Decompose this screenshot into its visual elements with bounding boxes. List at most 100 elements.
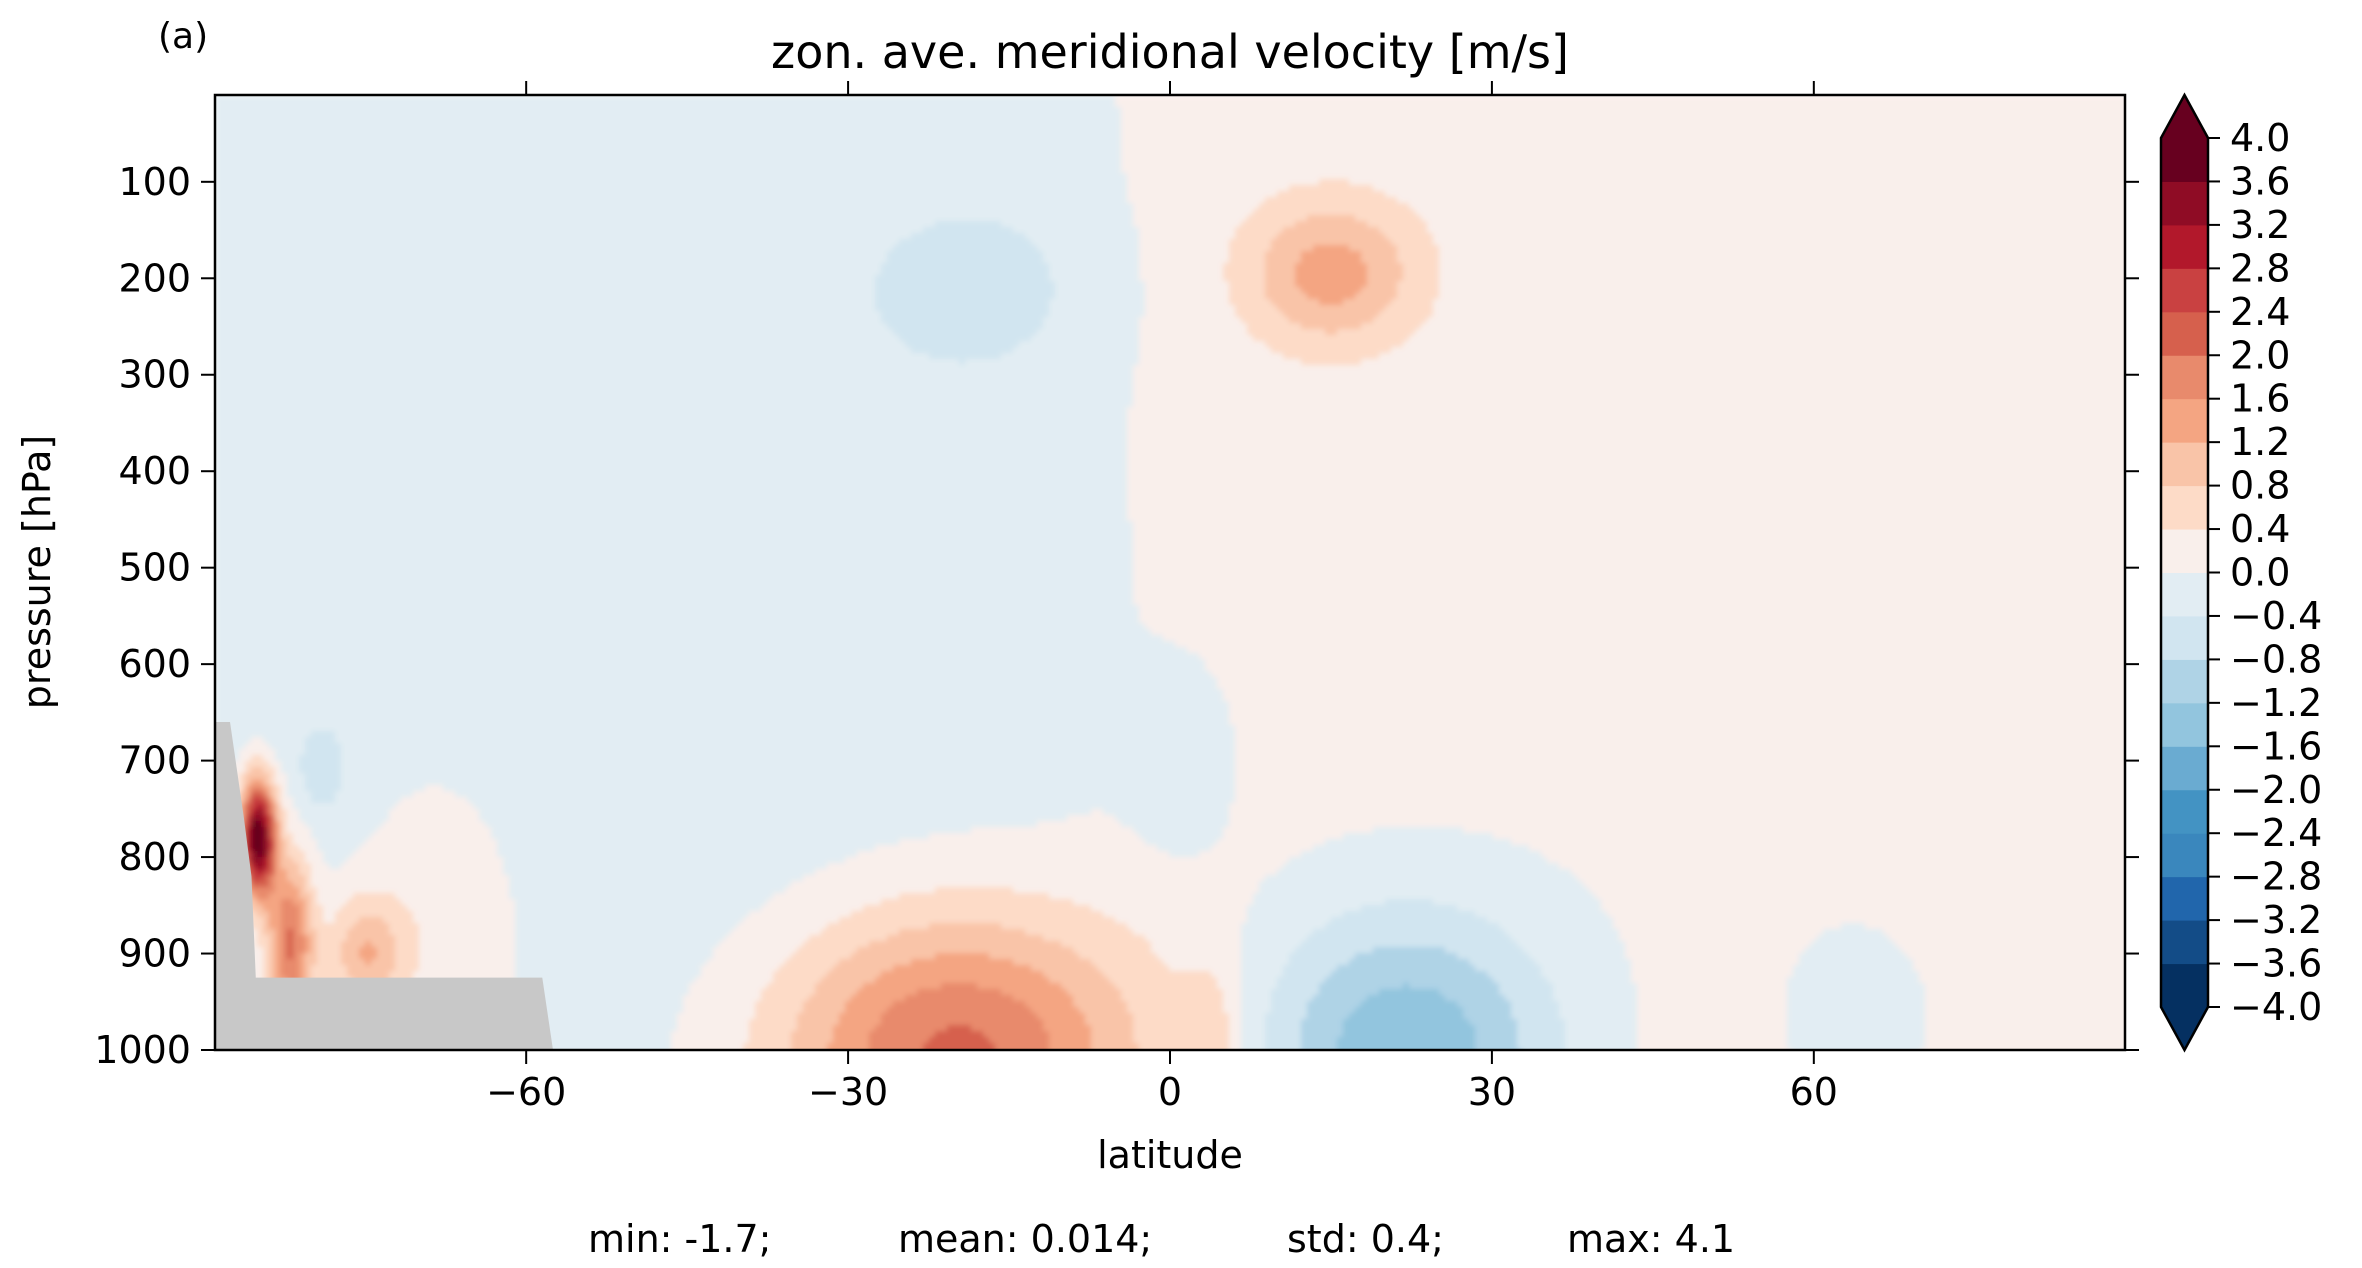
field-cell: [869, 107, 876, 114]
field-cell: [755, 113, 762, 120]
field-cell: [317, 101, 324, 108]
field-cell: [767, 113, 774, 120]
field-cell: [1841, 107, 1848, 114]
field-cell: [1859, 101, 1866, 108]
field-cell: [1829, 107, 1836, 114]
field-cell: [1583, 107, 1590, 114]
field-cell: [245, 107, 252, 114]
field-cell: [1109, 119, 1116, 126]
field-cell: [275, 113, 282, 120]
field-cell: [1163, 101, 1170, 108]
field-cell: [1313, 113, 1320, 120]
field-cell: [1691, 101, 1698, 108]
field-cell: [659, 101, 666, 108]
field-cell: [2111, 107, 2118, 114]
field-cell: [1499, 125, 1506, 132]
chart-svg: (a) zon. ave. meridional velocity [m/s] …: [0, 0, 2362, 1263]
field-cell: [1685, 113, 1692, 120]
field-cell: [1649, 113, 1656, 120]
field-cell: [563, 113, 570, 120]
field-cell: [1559, 107, 1566, 114]
field-cell: [515, 101, 522, 108]
field-cell: [1433, 113, 1440, 120]
field-cell: [1535, 101, 1542, 108]
field-cell: [431, 119, 438, 126]
field-cell: [383, 131, 390, 138]
field-cell: [473, 113, 480, 120]
field-cell: [833, 101, 840, 108]
field-cell: [419, 119, 426, 126]
field-cell: [335, 131, 342, 138]
field-cell: [599, 119, 606, 126]
field-cell: [875, 113, 882, 120]
field-cell: [1049, 113, 1056, 120]
field-cell: [1097, 131, 1104, 138]
field-cell: [1583, 119, 1590, 126]
field-cell: [1055, 125, 1062, 132]
field-cell: [389, 119, 396, 126]
field-cell: [1085, 119, 1092, 126]
field-cell: [731, 107, 738, 114]
field-cell: [1115, 119, 1122, 126]
field-cell: [1157, 101, 1164, 108]
field-cell: [485, 131, 492, 138]
field-cell: [827, 125, 834, 132]
field-cell: [1451, 113, 1458, 120]
field-cell: [1055, 101, 1062, 108]
field-cell: [1385, 119, 1392, 126]
field-cell: [863, 113, 870, 120]
field-cell: [1235, 101, 1242, 108]
field-cell: [1001, 113, 1008, 120]
field-cell: [1295, 125, 1302, 132]
field-cell: [857, 125, 864, 132]
field-cell: [617, 125, 624, 132]
field-cell: [1847, 125, 1854, 132]
field-cell: [833, 125, 840, 132]
field-cell: [1241, 113, 1248, 120]
field-cell: [593, 119, 600, 126]
field-cell: [1931, 107, 1938, 114]
field-cell: [989, 125, 996, 132]
field-cell: [1427, 113, 1434, 120]
field-cell: [719, 107, 726, 114]
field-cell: [311, 131, 318, 138]
field-cell: [611, 113, 618, 120]
field-cell: [1595, 119, 1602, 126]
field-cell: [1343, 113, 1350, 120]
field-cell: [1673, 113, 1680, 120]
field-cell: [1475, 113, 1482, 120]
field-cell: [431, 107, 438, 114]
field-cell: [1151, 107, 1158, 114]
field-cell: [1709, 101, 1716, 108]
field-cell: [719, 131, 726, 138]
field-cell: [2021, 107, 2028, 114]
field-cell: [1037, 131, 1044, 138]
field-cell: [785, 119, 792, 126]
field-cell: [1187, 125, 1194, 132]
field-cell: [2033, 119, 2040, 126]
field-cell: [1013, 107, 1020, 114]
field-cell: [1505, 107, 1512, 114]
field-cell: [1289, 131, 1296, 138]
field-cell: [275, 131, 282, 138]
field-cell: [917, 107, 924, 114]
field-cell: [923, 107, 930, 114]
field-cell: [569, 119, 576, 126]
field-cell: [1085, 101, 1092, 108]
field-cell: [1199, 131, 1206, 138]
field-cell: [827, 101, 834, 108]
field-cell: [611, 125, 618, 132]
field-cell: [917, 101, 924, 108]
field-cell: [1673, 107, 1680, 114]
field-cell: [1367, 125, 1374, 132]
field-cell: [437, 113, 444, 120]
field-cell: [1163, 125, 1170, 132]
field-cell: [455, 113, 462, 120]
field-cell: [899, 107, 906, 114]
field-cell: [2015, 107, 2022, 114]
field-cell: [761, 107, 768, 114]
field-cell: [839, 107, 846, 114]
field-cell: [917, 125, 924, 132]
field-cell: [743, 125, 750, 132]
field-cell: [1721, 113, 1728, 120]
